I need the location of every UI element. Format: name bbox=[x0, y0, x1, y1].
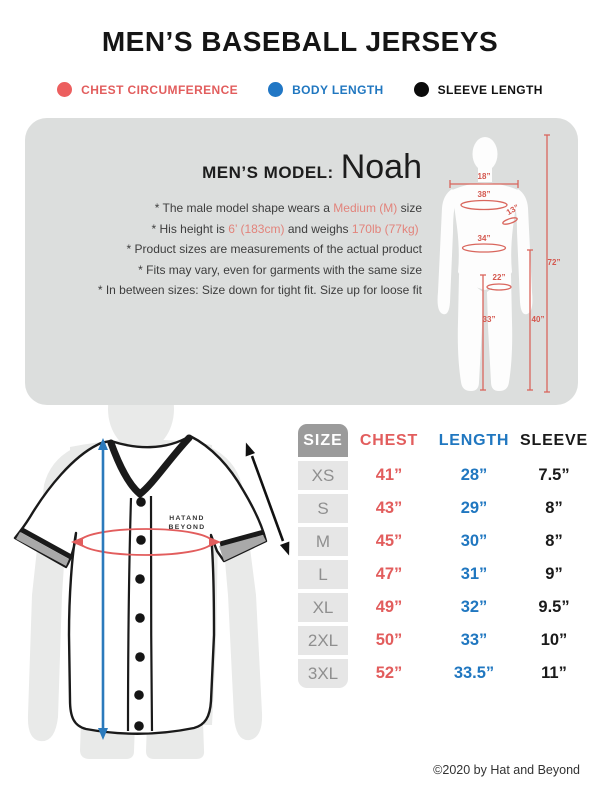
model-notes: * The male model shape wears a Medium (M… bbox=[60, 198, 422, 301]
note-line: * In between sizes: Size down for tight … bbox=[97, 283, 422, 297]
legend-sleeve-label: SLEEVE LENGTH bbox=[437, 82, 543, 97]
sleeve-value: 8” bbox=[545, 499, 563, 517]
length-value: 32” bbox=[460, 598, 488, 616]
chest-value: 45” bbox=[375, 532, 403, 550]
chest-value: 52” bbox=[375, 664, 403, 682]
body-length-arrow bbox=[98, 438, 108, 740]
sleeve-value: 8” bbox=[545, 532, 563, 550]
chest-circumference-arrow bbox=[71, 528, 221, 556]
thigh-measure: 22” bbox=[493, 273, 506, 282]
jersey-measurement-diagram: HATAND BEYOND bbox=[13, 395, 290, 759]
size-label: 3XL bbox=[298, 659, 348, 688]
sleeve-cuffs bbox=[16, 527, 266, 566]
legend-body-label: BODY LENGTH bbox=[292, 82, 384, 97]
chest-measure: 38” bbox=[478, 190, 491, 199]
model-info-panel: MEN’S MODEL: Noah * The male model shape… bbox=[25, 118, 578, 405]
length-value: 29” bbox=[460, 499, 488, 517]
figure-measure-lines bbox=[449, 134, 550, 393]
sleeve-value: 10” bbox=[540, 631, 568, 649]
model-measurement-figure: 18” 38” 13” 34” 22” 33” 40” 72” bbox=[437, 134, 561, 393]
hip-height-measure: 40” bbox=[532, 315, 545, 324]
size-label: XS bbox=[298, 461, 348, 490]
jersey-logo-line2: BEYOND bbox=[169, 524, 206, 531]
model-heading-label: MEN’S MODEL: bbox=[202, 163, 334, 182]
note-line: * The male model shape wears a Medium (M… bbox=[154, 201, 422, 215]
size-label: XL bbox=[298, 593, 348, 622]
length-value: 30” bbox=[460, 532, 488, 550]
note-line: * Product sizes are measurements of the … bbox=[126, 242, 422, 256]
model-heading: MEN’S MODEL: Noah bbox=[60, 148, 422, 187]
chest-value: 47” bbox=[375, 565, 403, 583]
sleeve-value: 7.5” bbox=[538, 466, 570, 484]
size-label: M bbox=[298, 527, 348, 556]
sleeve-value: 11” bbox=[541, 664, 567, 682]
note-line: * His height is 6’ (183cm) and weighs 17… bbox=[151, 221, 419, 236]
sleeve-value: 9” bbox=[545, 565, 563, 583]
height-measure: 72” bbox=[548, 258, 561, 267]
inseam-measure: 33” bbox=[483, 315, 496, 324]
legend-sleeve: SLEEVE LENGTH bbox=[413, 82, 543, 97]
page-title: MEN’S BASEBALL JERSEYS bbox=[101, 26, 499, 57]
waist-measure: 34” bbox=[478, 234, 491, 243]
chest-dot-icon bbox=[57, 82, 73, 97]
size-label: 2XL bbox=[298, 626, 348, 655]
sleeve-value: 9.5” bbox=[538, 598, 570, 616]
legend-chest-label: CHEST CIRCUMFERENCE bbox=[81, 82, 239, 97]
chest-value: 49” bbox=[375, 598, 403, 616]
sleeve-length-arrow bbox=[245, 442, 290, 556]
length-value: 31” bbox=[460, 565, 488, 583]
length-value: 28” bbox=[460, 466, 488, 484]
jersey-logo: HATAND BEYOND bbox=[169, 515, 206, 531]
chest-header: CHEST bbox=[359, 431, 419, 449]
chest-value: 43” bbox=[375, 499, 403, 517]
jersey-buttons bbox=[134, 497, 146, 731]
body-length-dot-icon bbox=[268, 82, 284, 97]
button-placket bbox=[126, 495, 154, 732]
legend-chest: CHEST CIRCUMFERENCE bbox=[57, 82, 238, 97]
model-info-text: MEN’S MODEL: Noah * The male model shape… bbox=[60, 148, 422, 301]
chest-value: 50” bbox=[375, 631, 403, 649]
size-label: L bbox=[298, 560, 348, 589]
size-label: S bbox=[298, 494, 348, 523]
note-line: * Fits may vary, even for garments with … bbox=[138, 262, 422, 277]
jersey-logo-line1: HATAND bbox=[169, 515, 205, 522]
chest-value: 41” bbox=[375, 466, 403, 484]
shoulder-measure: 18” bbox=[478, 172, 491, 181]
length-value: 33.5” bbox=[453, 664, 495, 682]
measurement-legend: CHEST CIRCUMFERENCE BODY LENGTH SLEEVE L… bbox=[0, 82, 600, 97]
length-value: 33” bbox=[460, 631, 488, 649]
sleeve-header: SLEEVE bbox=[520, 431, 588, 449]
model-name: Noah bbox=[340, 148, 422, 186]
male-silhouette bbox=[437, 137, 533, 391]
size-header: SIZE bbox=[298, 424, 348, 457]
copyright-text: ©2020 by Hat and Beyond bbox=[433, 763, 580, 777]
legend-body-length: BODY LENGTH bbox=[268, 82, 384, 97]
length-header: LENGTH bbox=[438, 431, 510, 449]
size-table: SIZE CHEST LENGTH SLEEVE XS 41” 28” 7.5”… bbox=[298, 424, 590, 688]
collar-band bbox=[107, 434, 193, 499]
sleeve-dot-icon bbox=[413, 82, 429, 97]
